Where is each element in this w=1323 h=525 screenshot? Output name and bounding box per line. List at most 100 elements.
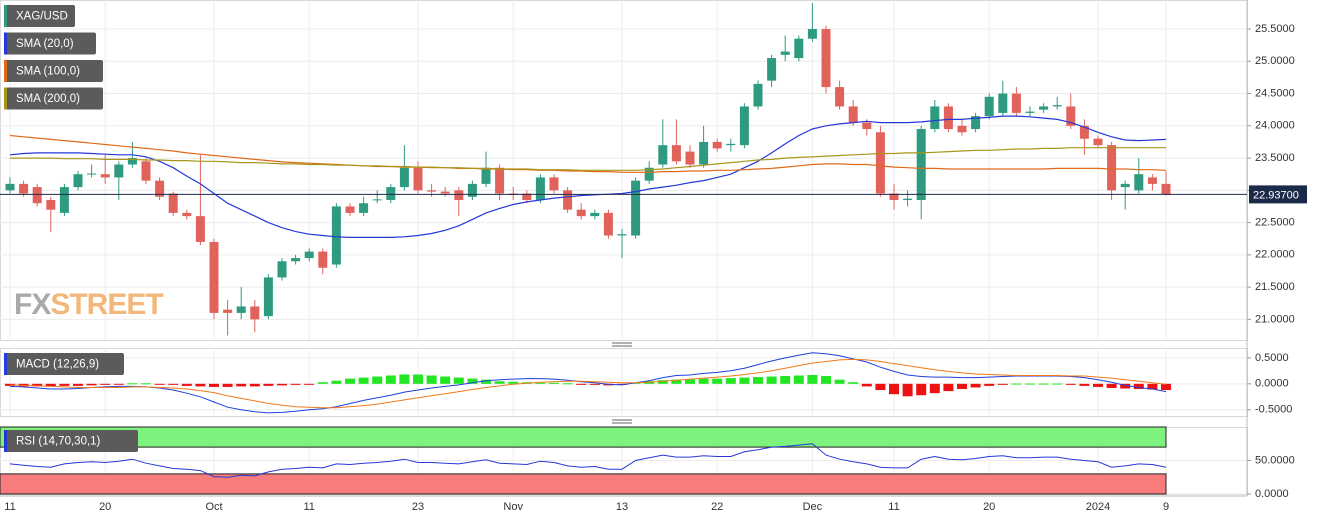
histogram-bar bbox=[589, 383, 600, 385]
candle-body bbox=[73, 174, 83, 188]
histogram-bar bbox=[154, 383, 165, 385]
histogram-bar bbox=[725, 378, 736, 384]
histogram-bar bbox=[984, 383, 995, 386]
y-tick-label: 0.0000 bbox=[1255, 488, 1289, 500]
candle-body bbox=[114, 164, 124, 178]
legend-box bbox=[4, 353, 124, 375]
candle-body bbox=[1134, 174, 1144, 191]
x-tick-label: 11 bbox=[303, 501, 314, 513]
candle-body bbox=[658, 145, 668, 165]
rsi-line bbox=[9, 443, 1167, 478]
histogram-bar bbox=[766, 376, 777, 384]
histogram-bar bbox=[141, 383, 151, 385]
sma-line bbox=[9, 134, 1167, 173]
histogram-bar bbox=[100, 383, 111, 385]
candle-body bbox=[739, 106, 749, 146]
candle-body bbox=[631, 180, 641, 236]
candle-body bbox=[223, 309, 233, 313]
candle-body bbox=[617, 234, 627, 236]
candle-body bbox=[59, 187, 69, 213]
histogram-bar bbox=[385, 375, 396, 384]
legend-swatch bbox=[4, 5, 7, 27]
x-tick-label: 11 bbox=[4, 501, 15, 513]
histogram-bar bbox=[304, 383, 315, 385]
x-tick-label: Dec bbox=[803, 501, 823, 513]
histogram-bar bbox=[916, 383, 927, 396]
y-tick-label: 50.0000 bbox=[1255, 454, 1295, 466]
histogram-bar bbox=[1011, 383, 1022, 385]
histogram-bar bbox=[753, 377, 763, 384]
histogram-bar bbox=[535, 382, 546, 384]
legend-box bbox=[4, 430, 138, 452]
histogram-bar bbox=[181, 383, 192, 386]
histogram-bar bbox=[263, 383, 274, 386]
x-tick-label: 23 bbox=[412, 501, 424, 513]
candle-body bbox=[141, 161, 151, 181]
candle-body bbox=[1120, 183, 1130, 188]
histogram-bar bbox=[834, 379, 845, 384]
legend-label: MACD (12,26,9) bbox=[16, 359, 99, 371]
candle-body bbox=[236, 306, 246, 313]
candle-body bbox=[386, 187, 396, 200]
histogram-bar bbox=[739, 377, 750, 384]
y-tick-label: 0.5000 bbox=[1255, 352, 1289, 364]
y-tick-label: 24.5000 bbox=[1255, 87, 1295, 99]
overbought-band bbox=[0, 426, 1167, 448]
histogram-bar bbox=[617, 383, 627, 385]
candle-body bbox=[481, 167, 491, 184]
histogram-bar bbox=[426, 375, 437, 384]
histogram-bar bbox=[1038, 383, 1049, 385]
histogram-bar bbox=[168, 383, 179, 385]
candle-body bbox=[87, 173, 97, 175]
candle-body bbox=[331, 206, 341, 265]
candle-body bbox=[862, 122, 872, 130]
candle-body bbox=[454, 190, 464, 200]
histogram-bar bbox=[1120, 383, 1131, 389]
x-tick-label: 11 bbox=[888, 501, 899, 513]
candle-body bbox=[903, 198, 913, 200]
histogram-bar bbox=[372, 376, 383, 384]
candle-body bbox=[32, 187, 42, 204]
candle-body bbox=[943, 106, 953, 130]
histogram-bar bbox=[576, 383, 587, 385]
candle-body bbox=[712, 141, 722, 149]
histogram-bar bbox=[549, 382, 559, 384]
histogram-bar bbox=[1052, 383, 1063, 385]
candle-body bbox=[971, 116, 981, 130]
candle-body bbox=[563, 190, 573, 210]
legend-box bbox=[4, 5, 75, 27]
macd-line bbox=[9, 358, 1167, 409]
histogram-bar bbox=[413, 374, 423, 384]
candle-body bbox=[984, 96, 994, 117]
candle-body bbox=[195, 216, 205, 242]
last-price-box bbox=[1249, 185, 1307, 204]
histogram-bar bbox=[889, 383, 899, 395]
histogram-bar bbox=[290, 383, 301, 385]
histogram-bar bbox=[861, 383, 872, 387]
histogram-bar bbox=[331, 380, 342, 384]
candle-body bbox=[19, 183, 29, 194]
candle-body bbox=[467, 183, 477, 197]
x-tick-label: 20 bbox=[983, 501, 995, 513]
candle-body bbox=[399, 167, 409, 188]
candle-body bbox=[182, 212, 192, 217]
legend-box bbox=[4, 32, 96, 55]
histogram-bar bbox=[440, 376, 451, 384]
legend-swatch bbox=[4, 87, 7, 110]
y-tick-label: 21.0000 bbox=[1255, 313, 1295, 325]
histogram-bar bbox=[453, 377, 464, 384]
histogram-bar bbox=[195, 383, 206, 387]
histogram-bar bbox=[358, 377, 369, 384]
histogram-bar bbox=[685, 379, 695, 384]
histogram-bar bbox=[467, 378, 478, 384]
candle-body bbox=[1025, 111, 1035, 113]
x-tick-label: 2024 bbox=[1086, 501, 1110, 513]
histogram-bar bbox=[236, 383, 247, 387]
legend-label: SMA (100,0) bbox=[16, 66, 80, 78]
candle-body bbox=[930, 106, 940, 130]
candle-body bbox=[644, 167, 654, 181]
histogram-bar bbox=[127, 383, 138, 385]
candle-body bbox=[427, 190, 437, 192]
histogram-bar bbox=[508, 381, 519, 384]
